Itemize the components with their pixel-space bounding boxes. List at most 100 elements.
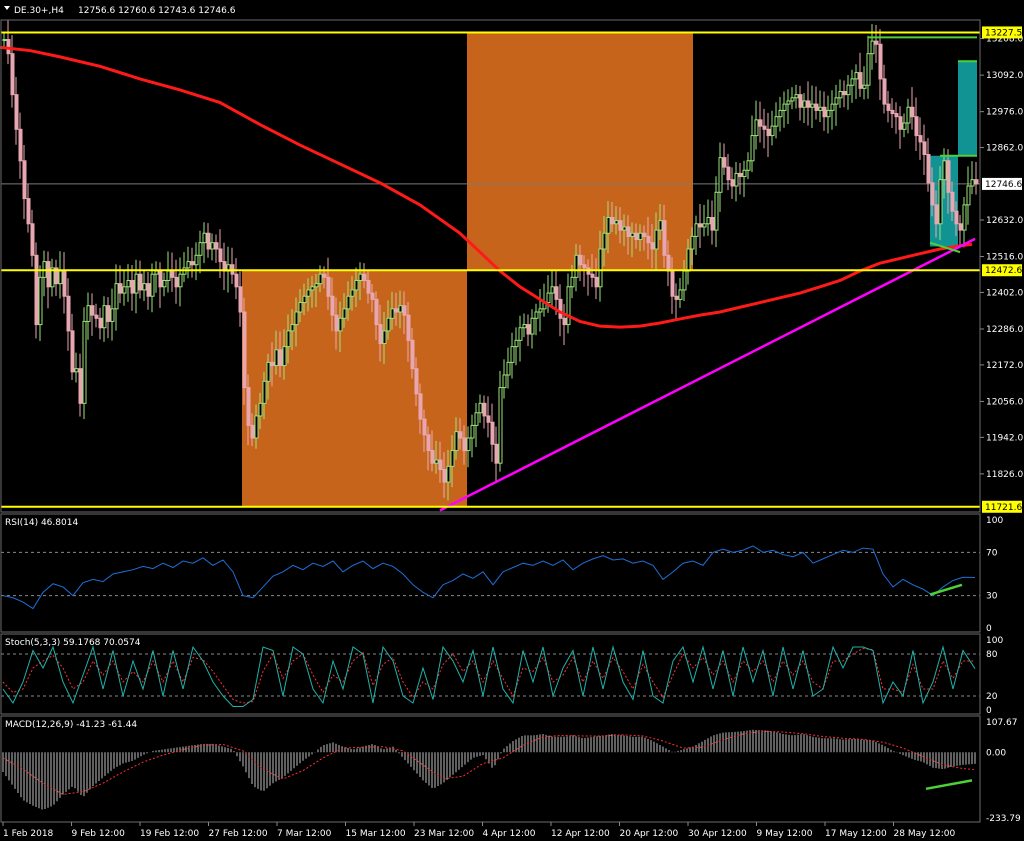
candle-body xyxy=(598,248,603,288)
current-price-label: 12746.6 xyxy=(985,180,1022,190)
candle-body xyxy=(294,311,299,326)
candle-body xyxy=(562,317,567,326)
candle-body xyxy=(926,153,931,184)
moving-average-line xyxy=(0,45,973,329)
candle-body xyxy=(770,125,775,137)
candle-body xyxy=(666,254,671,272)
candle-body xyxy=(602,232,607,250)
candle-body xyxy=(98,317,103,329)
candle-body xyxy=(206,232,211,250)
time-tick-label: 12 Apr 12:00 xyxy=(551,829,610,839)
candle-body xyxy=(326,276,331,297)
candle-body xyxy=(46,261,51,288)
candle-body xyxy=(418,393,423,420)
candle-body xyxy=(358,273,363,281)
candle-body xyxy=(70,330,75,373)
candle-body xyxy=(350,289,355,297)
time-tick-label: 4 Apr 12:00 xyxy=(483,829,536,839)
candle-body xyxy=(970,179,975,187)
candle-body xyxy=(946,160,951,193)
candle-body xyxy=(278,349,283,367)
candle-body xyxy=(438,459,443,470)
zone-box-0 xyxy=(242,270,467,507)
candle-body xyxy=(782,103,787,111)
candle-body xyxy=(302,295,307,304)
green-mark-3 xyxy=(929,241,961,254)
candle-body xyxy=(238,286,243,313)
candle-body xyxy=(742,169,747,178)
rsi-pane[interactable]: RSI(14) 46.8014 xyxy=(1,518,980,610)
candle-body xyxy=(14,94,19,130)
candle-body xyxy=(738,172,743,178)
candle-body xyxy=(818,106,823,111)
candle-body xyxy=(398,305,403,313)
candle-body xyxy=(670,270,675,297)
candle-body xyxy=(290,324,295,332)
candle-body xyxy=(882,78,887,105)
candle-body xyxy=(938,179,943,225)
candle-body xyxy=(934,204,939,225)
candle-body xyxy=(330,295,335,316)
time-tick-label: 9 May 12:00 xyxy=(757,829,813,839)
dropdown-triangle-icon[interactable] xyxy=(4,6,10,10)
candle-body xyxy=(486,415,491,423)
candle-body xyxy=(262,380,267,404)
candle-body xyxy=(842,91,847,96)
candle-body xyxy=(410,339,415,370)
candle-body xyxy=(906,106,911,124)
price-pane[interactable] xyxy=(0,20,980,512)
rsi-label: RSI(14) 46.8014 xyxy=(5,518,78,528)
main-pane-frame xyxy=(0,19,981,513)
stoch-signal-line xyxy=(2,647,976,704)
candle-body xyxy=(382,330,387,344)
stoch-tick-label: 80 xyxy=(986,650,998,660)
stochastic-pane[interactable]: Stoch(5,3,3) 59.1768 70.0574 xyxy=(1,638,980,707)
candle-body xyxy=(78,368,83,404)
candle-body xyxy=(942,160,947,181)
rsi-line xyxy=(2,545,976,610)
price-tick-label: 12516.0 xyxy=(986,253,1023,263)
candle-body xyxy=(674,295,679,300)
candle-body xyxy=(606,216,611,234)
candle-body xyxy=(898,116,903,130)
candle-body xyxy=(162,279,167,288)
rsi-tick-label: 30 xyxy=(986,592,998,602)
stoch-tick-label: 0 xyxy=(986,706,992,716)
candle-body xyxy=(534,311,539,319)
price-tick-label: 12976.0 xyxy=(986,108,1023,118)
candle-body xyxy=(714,191,719,231)
candle-body xyxy=(54,267,59,285)
candle-body xyxy=(862,84,867,89)
candle-body xyxy=(574,254,579,278)
candle-body xyxy=(2,39,7,42)
candle-body xyxy=(6,39,11,55)
candle-body xyxy=(774,116,779,127)
candle-body xyxy=(634,232,639,241)
candle-body xyxy=(58,270,63,285)
candle-body xyxy=(450,450,455,467)
rsi-pane-frame xyxy=(0,513,981,633)
candle-body xyxy=(446,465,451,483)
macd-pane[interactable]: MACD(12,26,9) -41.23 -61.44 xyxy=(2,720,976,810)
time-tick-label: 19 Feb 12:00 xyxy=(140,829,199,839)
candle-body xyxy=(582,264,587,269)
candle-body xyxy=(346,295,351,310)
candle-body xyxy=(910,106,915,118)
candle-body xyxy=(154,270,159,275)
candle-body xyxy=(718,157,723,193)
candle-body xyxy=(638,232,643,241)
macd-tick-label: 107.67 xyxy=(986,718,1018,728)
candle-body xyxy=(374,298,379,326)
level-price-badge xyxy=(982,264,1022,277)
candle-body xyxy=(390,308,395,319)
candle-body xyxy=(270,361,275,367)
candle-body xyxy=(498,387,503,464)
candle-body xyxy=(502,374,507,389)
macd-tick-label: 0.00 xyxy=(986,748,1006,758)
candle-body xyxy=(590,273,595,278)
candle-body xyxy=(522,324,527,329)
price-tick-label: 12172.0 xyxy=(986,361,1023,371)
candle-body xyxy=(258,402,263,417)
candle-body xyxy=(630,232,635,237)
